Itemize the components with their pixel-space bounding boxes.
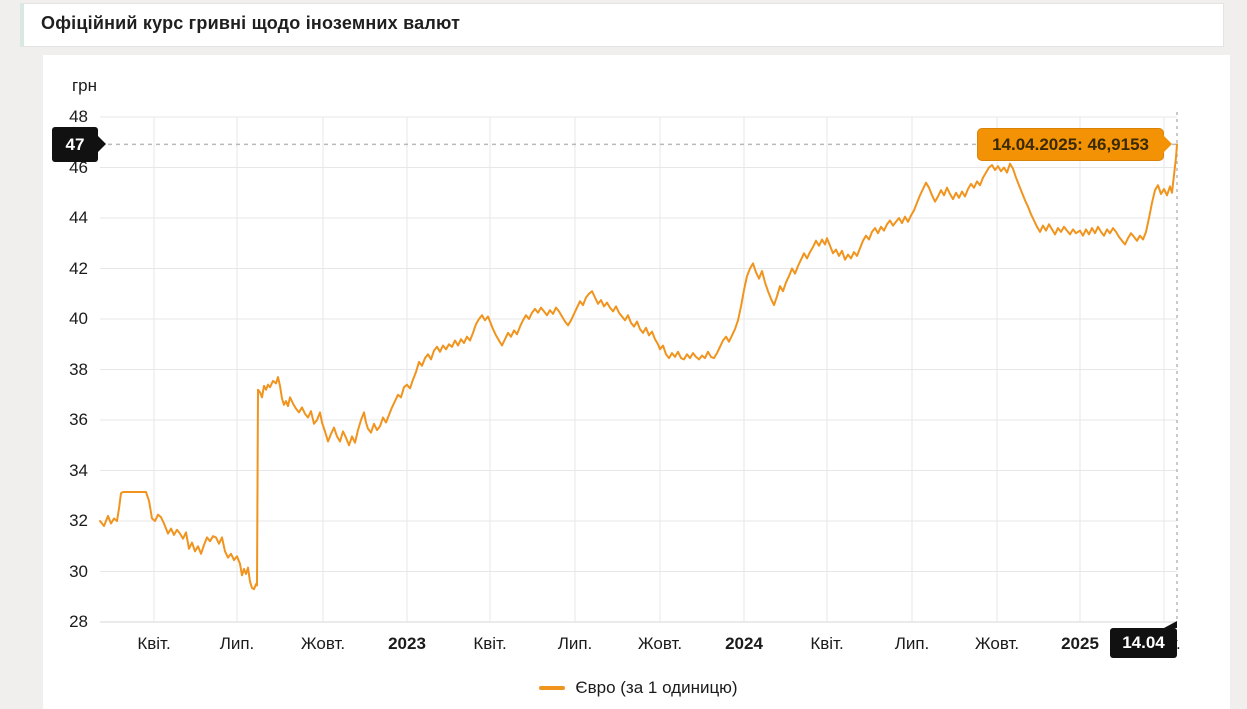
y-tick-label-30: 30 — [69, 561, 88, 581]
x-tick-label-11: 2025 — [1061, 634, 1099, 653]
y-tick-label-38: 38 — [69, 359, 88, 379]
page-title: Офіційний курс гривні щодо іноземних вал… — [41, 13, 461, 33]
x-tick-label-2: Жовт. — [300, 634, 346, 653]
y-tick-label-48: 48 — [69, 107, 88, 126]
x-tick-label-7: 2024 — [725, 634, 763, 653]
x-tick-label-5: Лип. — [557, 634, 593, 653]
x-tick-label-4: Квіт. — [473, 634, 507, 653]
x-tick-label-6: Жовт. — [637, 634, 683, 653]
y-tick-label-40: 40 — [69, 309, 88, 328]
y-tick-label-46: 46 — [69, 157, 88, 177]
y-axis-unit-label: грн — [71, 76, 97, 95]
x-tick-label-8: Квіт. — [810, 634, 844, 653]
legend-item-euro[interactable]: Євро (за 1 одиницю) — [539, 678, 738, 698]
chart-card — [43, 55, 1230, 709]
x-tick-label-9: Лип. — [894, 634, 930, 653]
y-tick-label-42: 42 — [69, 258, 88, 278]
x-tick-label-0: Квіт. — [137, 634, 171, 653]
legend: Євро (за 1 одиницю) — [100, 678, 1177, 698]
crosshair-y-badge: 47 — [52, 126, 98, 162]
x-tick-label-1: Лип. — [219, 634, 255, 653]
legend-line-marker — [539, 686, 566, 690]
y-tick-label-34: 34 — [69, 460, 88, 480]
chart-tooltip: 14.04.2025: 46,9153 — [977, 127, 1164, 161]
x-tick-label-3: 2023 — [388, 634, 426, 653]
legend-label: Євро (за 1 одиницю) — [575, 678, 738, 697]
y-tick-label-28: 28 — [69, 612, 88, 631]
y-tick-label-32: 32 — [69, 511, 88, 530]
y-tick-label-44: 44 — [69, 208, 88, 227]
panel-header: Офіційний курс гривні щодо іноземних вал… — [20, 3, 1224, 47]
euro-rate-line[interactable] — [99, 143, 1178, 591]
y-tick-label-36: 36 — [69, 410, 88, 429]
crosshair-x-badge: 14.04 — [1110, 621, 1177, 658]
x-tick-label-10: Жовт. — [974, 634, 1020, 653]
